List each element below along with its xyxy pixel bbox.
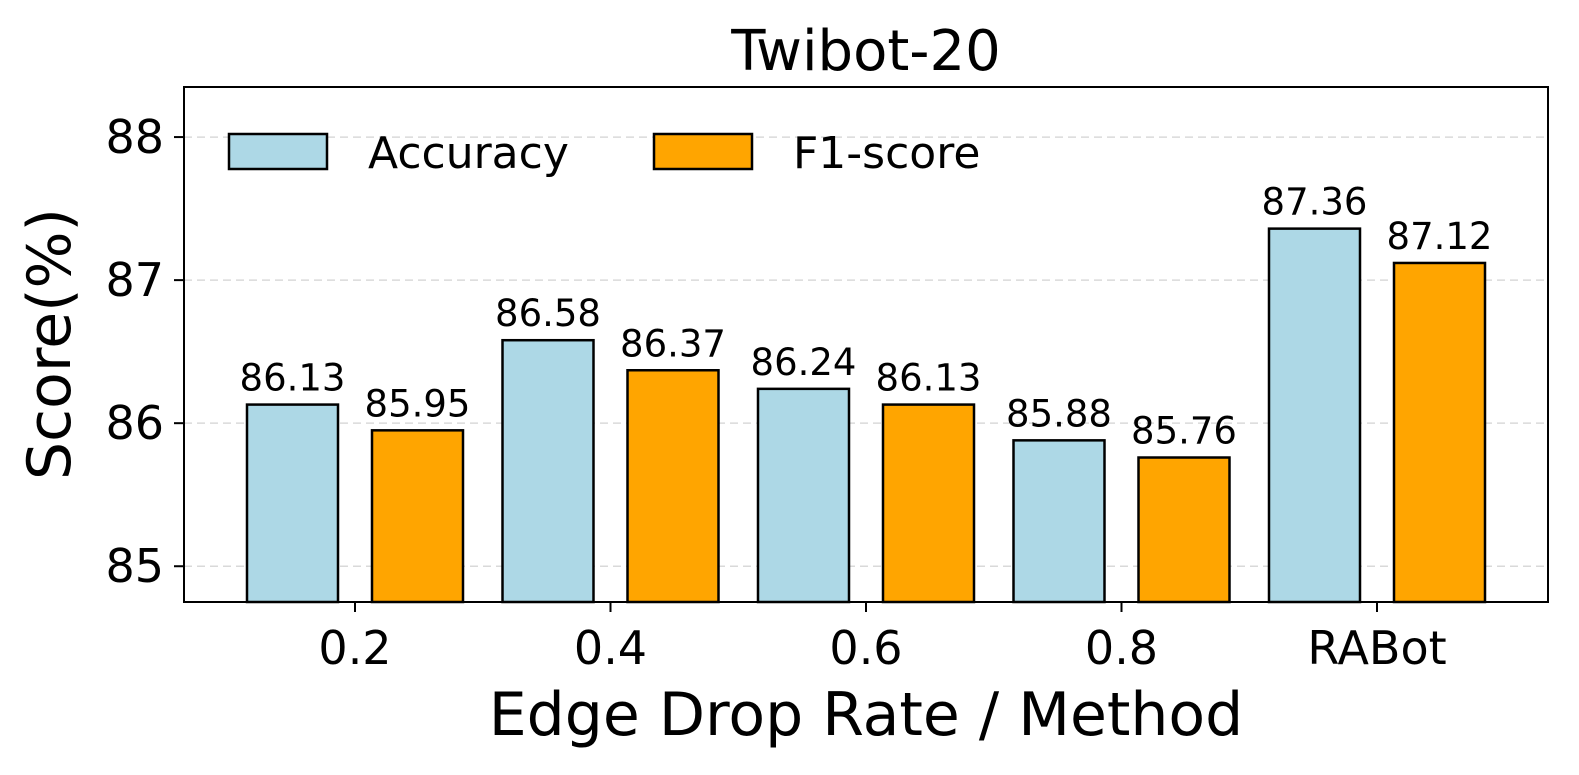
- legend-swatch-accuracy: [227, 132, 329, 171]
- y-tick-label: 87: [105, 253, 164, 307]
- data-label: 87.36: [1262, 181, 1368, 224]
- data-label: 86.13: [876, 357, 982, 400]
- x-tick-label: 0.8: [1085, 621, 1158, 675]
- data-label: 86.58: [495, 292, 601, 335]
- bar-accuracy-0.8: [1012, 439, 1106, 604]
- data-label: 86.24: [751, 341, 857, 384]
- x-tick-label: 0.2: [318, 621, 391, 675]
- bar-f1-score-0.2: [370, 429, 465, 604]
- x-tick-label: 0.6: [829, 621, 902, 675]
- y-axis-ticks: 85 86 87 88: [105, 110, 184, 593]
- bar-accuracy-0.6: [756, 387, 851, 604]
- bar-accuracy-RABot: [1267, 227, 1362, 604]
- y-tick-label: 85: [105, 539, 164, 593]
- data-label: 85.95: [365, 382, 471, 425]
- data-label: 87.12: [1387, 215, 1493, 258]
- data-label: 86.13: [240, 357, 346, 400]
- bar-f1-score-RABot: [1392, 261, 1487, 604]
- bar-f1-score-0.6: [881, 403, 976, 604]
- legend-swatch-f1-score: [652, 132, 754, 171]
- y-tick-label: 86: [105, 396, 164, 450]
- x-tick-label: RABot: [1307, 621, 1446, 675]
- x-tick-label: 0.4: [574, 621, 647, 675]
- bar-f1-score-0.4: [626, 369, 720, 604]
- x-axis-label: Edge Drop Rate / Method: [489, 680, 1243, 750]
- data-labels: 86.13 85.95 86.58 86.37 86.24 86.13 85.88 85.76…: [240, 181, 1493, 453]
- y-axis-label: Score(%): [15, 208, 85, 480]
- bar-accuracy-0.2: [245, 403, 340, 604]
- y-tick-label: 88: [105, 110, 164, 164]
- legend-label-accuracy: Accuracy: [368, 128, 569, 179]
- bar-f1-score-0.8: [1137, 456, 1231, 604]
- legend-label-f1-score: F1-score: [793, 128, 980, 179]
- bars: [245, 227, 1487, 604]
- data-label: 85.88: [1006, 392, 1112, 435]
- x-axis-ticks: 0.2 0.4 0.6 0.8 RABot: [318, 602, 1447, 675]
- bar-accuracy-0.4: [501, 338, 595, 604]
- data-label: 85.76: [1131, 410, 1237, 453]
- data-label: 86.37: [620, 322, 726, 365]
- legend: Accuracy F1-score: [227, 128, 980, 179]
- chart-title: Twibot-20: [730, 19, 1001, 84]
